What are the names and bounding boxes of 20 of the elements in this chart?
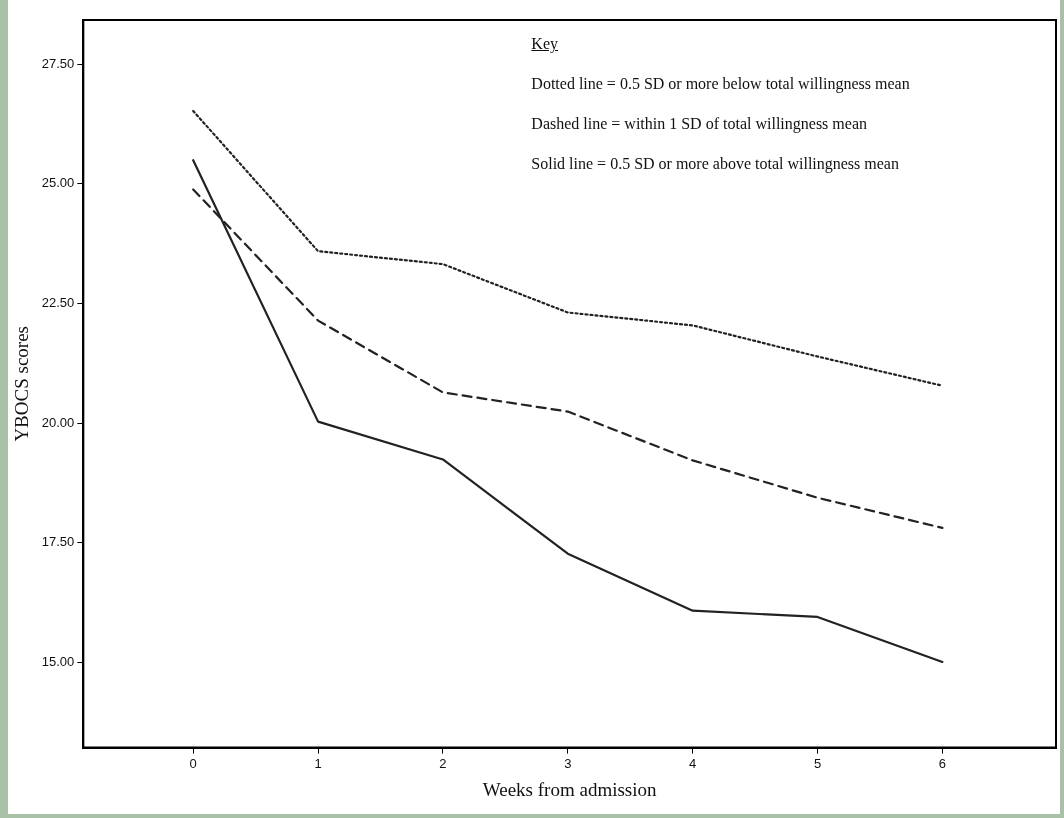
x-tick-label: 4 [689, 755, 697, 771]
y-tick-label: 15.00 [41, 653, 75, 669]
x-tick-label: 1 [314, 755, 322, 771]
y-tick-label: 20.00 [41, 414, 75, 430]
y-axis-title: YBOCS scores [11, 326, 33, 442]
annotation: Dashed line = within 1 SD of total willingness mean [531, 114, 868, 135]
line-series [192, 109, 944, 387]
x-tick-label: 2 [439, 755, 447, 771]
x-tick-label: 5 [813, 755, 822, 771]
annotation: Dotted line = 0.5 SD or more below total willingness mean [531, 74, 911, 95]
x-tick-label: 3 [564, 755, 572, 771]
x-axis-title: Weeks from admission [482, 778, 657, 800]
y-tick-label: 25.00 [41, 175, 75, 191]
y-tick-label: 27.50 [41, 55, 75, 71]
annotation: Solid line = 0.5 SD or more above total willingness mean [531, 154, 900, 175]
x-tick-label: 6 [938, 755, 946, 771]
y-tick-label: 22.50 [41, 294, 75, 310]
annotation: Key [531, 34, 559, 55]
y-tick-label: 17.50 [41, 534, 75, 550]
x-tick-label: 0 [189, 755, 197, 771]
